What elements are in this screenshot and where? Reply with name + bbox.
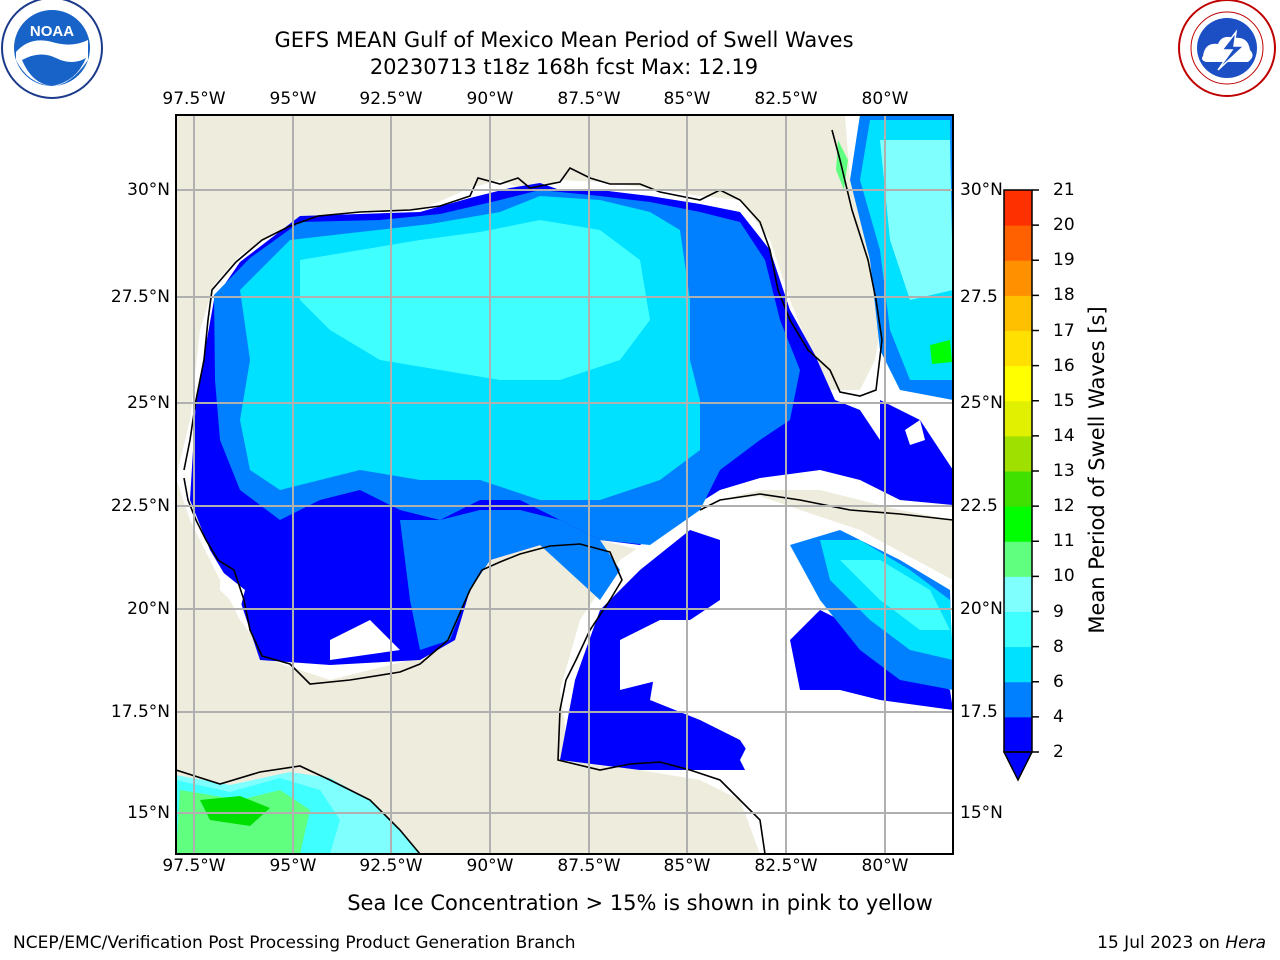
lat-label-right: 22.5 (960, 496, 998, 516)
lat-label-left: 30°N (127, 180, 170, 200)
colorbar-segment (1004, 225, 1032, 261)
colorbar-tick-label: 19 (1053, 250, 1075, 271)
colorbar-segment (1004, 471, 1032, 507)
colorbar-tick-label: 10 (1053, 566, 1075, 587)
colorbar-segment (1004, 330, 1032, 367)
lat-label-left: 15°N (127, 803, 170, 823)
lat-label-right: 20°N (960, 599, 1003, 619)
lat-label-right: 30°N (960, 180, 1003, 200)
lon-label-bottom: 82.5°W (754, 856, 818, 876)
colorbar-segment (1004, 506, 1032, 542)
lon-label-top: 80°W (861, 89, 909, 109)
colorbar-tick-label: 4 (1053, 706, 1064, 727)
nws-logo (1178, 0, 1276, 97)
colorbar-tick-label: 18 (1053, 285, 1075, 306)
lat-label-right: 17.5 (960, 702, 998, 722)
lon-label-bottom: 90°W (466, 856, 514, 876)
chart-subtitle: 20230713 t18z 168h fcst Max: 12.19 (369, 55, 759, 79)
footer-date-text: 15 Jul 2023 on (1097, 933, 1226, 953)
colorbar-tick-label: 16 (1053, 355, 1075, 376)
colorbar-segment (1004, 190, 1032, 226)
lon-label-top: 95°W (269, 89, 317, 109)
lat-label-right: 27.5 (960, 287, 998, 307)
colorbar-segment (1004, 576, 1032, 612)
gulf-map (176, 115, 953, 854)
colorbar-tick-label: 13 (1053, 461, 1075, 481)
lon-label-bottom: 97.5°W (162, 856, 226, 876)
lat-label-left: 17.5°N (110, 702, 170, 722)
lon-label-bottom: 92.5°W (359, 856, 423, 876)
noaa-logo-text: NOAA (30, 23, 74, 40)
colorbar-tick-label: 17 (1053, 320, 1075, 341)
colorbar-label: Mean Period of Swell Waves [s] (1085, 306, 1109, 634)
colorbar-segment (1004, 435, 1032, 472)
lat-label-right: 15°N (960, 803, 1003, 823)
colorbar-tick-label: 6 (1053, 671, 1064, 692)
footer-credit: NCEP/EMC/Verification Post Processing Pr… (13, 933, 576, 953)
lon-label-top: 85°W (663, 89, 711, 109)
lon-label-top: 92.5°W (359, 89, 423, 109)
colorbar-tick-label: 11 (1053, 531, 1075, 552)
chart-title: GEFS MEAN Gulf of Mexico Mean Period of … (274, 28, 854, 52)
footer-host: Hera (1225, 933, 1266, 953)
colorbar-segment (1004, 295, 1032, 331)
colorbar-tick-label: 9 (1053, 601, 1064, 622)
colorbar-tick-label: 15 (1053, 390, 1075, 411)
colorbar-tick-label: 20 (1053, 215, 1075, 236)
colorbar (1002, 189, 1039, 782)
colorbar-tick-label: 12 (1053, 496, 1075, 517)
map-frame (175, 114, 954, 855)
footer-date: 15 Jul 2023 on Hera (1097, 933, 1266, 953)
noaa-logo: NOAA (1, 0, 103, 99)
lon-label-bottom: 95°W (269, 856, 317, 876)
colorbar-segment (1004, 400, 1032, 437)
lat-label-left: 27.5°N (110, 287, 170, 307)
lon-label-top: 97.5°W (162, 89, 226, 109)
colorbar-tick-label: 8 (1053, 636, 1064, 657)
colorbar-extension (1002, 751, 1034, 782)
colorbar-segment (1004, 611, 1032, 648)
lat-label-left: 25°N (127, 393, 170, 413)
lon-label-top: 87.5°W (557, 89, 621, 109)
colorbar-segment (1004, 716, 1032, 753)
colorbar-segment (1004, 260, 1032, 296)
lon-label-bottom: 87.5°W (557, 856, 621, 876)
lon-label-bottom: 85°W (663, 856, 711, 876)
colorbar-segment (1004, 646, 1032, 683)
colorbar-segment (1004, 681, 1032, 718)
lon-label-top: 90°W (466, 89, 514, 109)
lat-label-left: 22.5°N (110, 496, 170, 516)
colorbar-tick-label: 2 (1053, 742, 1064, 762)
colorbar-segment (1004, 541, 1032, 577)
lat-label-left: 20°N (127, 599, 170, 619)
lon-label-bottom: 80°W (861, 856, 909, 876)
sea-ice-note: Sea Ice Concentration > 15% is shown in … (347, 891, 933, 915)
colorbar-tick-label: 21 (1053, 180, 1075, 200)
colorbar-segment (1004, 365, 1032, 402)
colorbar-tick-label: 14 (1053, 425, 1075, 446)
lon-label-top: 82.5°W (754, 89, 818, 109)
lat-label-right: 25°N (960, 393, 1003, 413)
